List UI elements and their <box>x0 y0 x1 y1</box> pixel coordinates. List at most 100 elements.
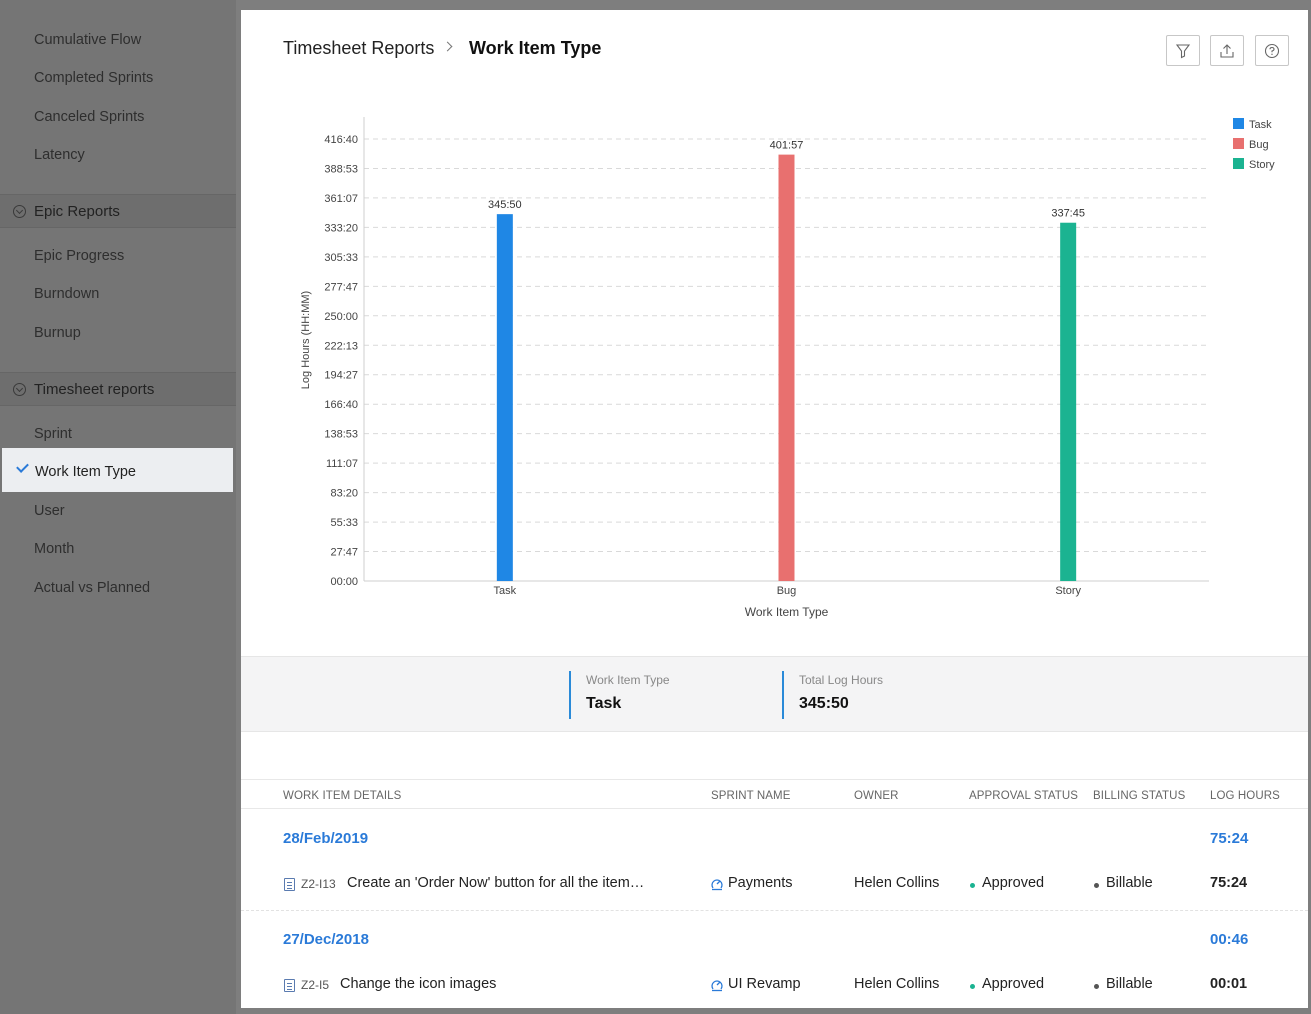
sidebar-item-sprint[interactable]: Sprint <box>34 426 72 442</box>
sidebar-item-latency[interactable]: Latency <box>34 147 85 163</box>
legend-label: Story <box>1249 159 1275 171</box>
summary-label: Work Item Type <box>586 673 670 687</box>
chevron-right-icon <box>442 41 453 52</box>
sidebar-item-user[interactable]: User <box>34 503 65 519</box>
log-hours: 00:01 <box>1210 976 1248 992</box>
row-divider <box>241 910 1308 911</box>
y-tick-label: 250:00 <box>324 311 358 323</box>
sidebar: Cumulative Flow Completed Sprints Cancel… <box>0 0 236 1014</box>
y-tick-label: 416:40 <box>324 134 358 146</box>
approval-status: Approved <box>982 976 1045 992</box>
column-header-work-item-details[interactable]: WORK ITEM DETAILS <box>283 790 402 802</box>
section-label: Epic Reports <box>34 203 120 220</box>
bar-value-label: 337:45 <box>1051 208 1085 220</box>
summary-label: Total Log Hours <box>799 673 884 687</box>
report-panel: Timesheet Reports Work Item Type 00:00 27… <box>241 10 1308 1008</box>
bar-story <box>1060 222 1077 582</box>
group-date: 28/Feb/2019 <box>283 830 369 847</box>
sidebar-item-cumulative-flow[interactable]: Cumulative Flow <box>34 32 142 48</box>
column-header-sprint-name[interactable]: SPRINT NAME <box>711 790 791 802</box>
collapse-icon <box>13 383 26 396</box>
sprint-name[interactable]: UI Revamp <box>728 976 801 992</box>
legend-swatch <box>1233 118 1244 129</box>
log-hours: 75:24 <box>1210 875 1248 891</box>
sidebar-item-canceled-sprints[interactable]: Canceled Sprints <box>34 109 145 125</box>
y-tick-label: 27:47 <box>330 547 358 559</box>
summary-band: Work Item Type Task Total Log Hours 345:… <box>241 656 1308 732</box>
filter-button[interactable] <box>1166 35 1200 66</box>
work-item-icon <box>284 878 295 891</box>
export-icon <box>1220 44 1234 58</box>
billing-status: Billable <box>1106 875 1153 891</box>
sprint-icon <box>711 980 723 992</box>
legend-swatch <box>1233 158 1244 169</box>
y-axis-title: Log Hours (HH:MM) <box>300 291 312 389</box>
x-axis-title: Work Item Type <box>745 605 829 619</box>
work-item-title[interactable]: Create an 'Order Now' button for all the… <box>347 875 645 891</box>
legend-swatch <box>1233 138 1244 149</box>
sidebar-item-actual-vs-planned[interactable]: Actual vs Planned <box>34 580 151 596</box>
column-header-billing-status[interactable]: BILLING STATUS <box>1093 790 1186 802</box>
work-item-id[interactable]: Z2-I13 <box>301 877 336 891</box>
filter-icon <box>1175 44 1191 59</box>
work-item-title[interactable]: Change the icon images <box>340 976 497 992</box>
y-tick-label: 222:13 <box>324 340 358 352</box>
sidebar-item-epic-progress[interactable]: Epic Progress <box>34 248 125 264</box>
collapse-icon <box>13 205 26 218</box>
sidebar-item-burndown[interactable]: Burndown <box>34 286 100 302</box>
y-tick-label: 194:27 <box>324 370 358 382</box>
legend-label: Task <box>1249 119 1272 131</box>
owner-name: Helen Collins <box>854 976 940 992</box>
x-tick-label: Bug <box>777 585 797 597</box>
page-title: Work Item Type <box>469 38 602 58</box>
sprint-name[interactable]: Payments <box>728 875 793 891</box>
approved-status-dot <box>970 883 975 888</box>
sidebar-item-label: Work Item Type <box>35 464 136 480</box>
billing-status: Billable <box>1106 976 1153 992</box>
y-tick-label: 277:47 <box>324 281 358 293</box>
approval-status: Approved <box>982 875 1045 891</box>
group-total-hours: 00:46 <box>1210 931 1249 948</box>
summary-work-item-type: Work Item Type Task <box>569 671 670 719</box>
y-tick-label: 166:40 <box>324 399 358 411</box>
column-header-approval-status[interactable]: APPROVAL STATUS <box>969 790 1079 802</box>
check-icon <box>16 460 29 473</box>
section-label: Timesheet reports <box>34 381 155 398</box>
sidebar-section-epic-reports[interactable]: Epic Reports <box>0 194 236 228</box>
bar-bug <box>778 154 795 581</box>
sidebar-item-work-item-type[interactable]: Work Item Type <box>2 448 233 492</box>
billable-status-dot <box>1094 984 1099 989</box>
work-item-id[interactable]: Z2-I5 <box>301 978 330 992</box>
breadcrumb-root[interactable]: Timesheet Reports <box>283 38 435 58</box>
sidebar-item-burnup[interactable]: Burnup <box>34 325 81 341</box>
bar-value-label: 345:50 <box>488 199 522 211</box>
approved-status-dot <box>970 984 975 989</box>
summary-value: Task <box>586 695 622 712</box>
summary-total-log-hours: Total Log Hours 345:50 <box>782 671 883 719</box>
bar-value-label: 401:57 <box>770 140 804 152</box>
x-tick-label: Task <box>494 585 517 597</box>
y-tick-label: 00:00 <box>330 576 358 588</box>
owner-name: Helen Collins <box>854 875 940 891</box>
y-tick-label: 361:07 <box>324 193 358 205</box>
sidebar-item-month[interactable]: Month <box>34 541 75 557</box>
y-tick-label: 55:33 <box>330 517 358 529</box>
help-button[interactable] <box>1255 35 1289 66</box>
column-header-log-hours[interactable]: LOG HOURS <box>1210 790 1280 802</box>
y-tick-label: 388:53 <box>324 163 358 175</box>
y-tick-label: 305:33 <box>324 252 358 264</box>
group-total-hours: 75:24 <box>1210 830 1249 847</box>
sidebar-item-completed-sprints[interactable]: Completed Sprints <box>34 70 154 86</box>
sprint-icon <box>711 879 723 891</box>
y-tick-label: 83:20 <box>330 488 358 500</box>
y-tick-label: 111:07 <box>326 458 358 470</box>
column-header-owner[interactable]: OWNER <box>854 790 899 802</box>
sidebar-section-timesheet-reports[interactable]: Timesheet reports <box>0 372 236 406</box>
y-tick-label: 333:20 <box>324 222 358 234</box>
billable-status-dot <box>1094 883 1099 888</box>
export-button[interactable] <box>1210 35 1244 66</box>
x-tick-label: Story <box>1055 585 1081 597</box>
bar-task <box>496 214 513 581</box>
y-tick-label: 138:53 <box>324 429 358 441</box>
help-icon <box>1264 43 1280 59</box>
